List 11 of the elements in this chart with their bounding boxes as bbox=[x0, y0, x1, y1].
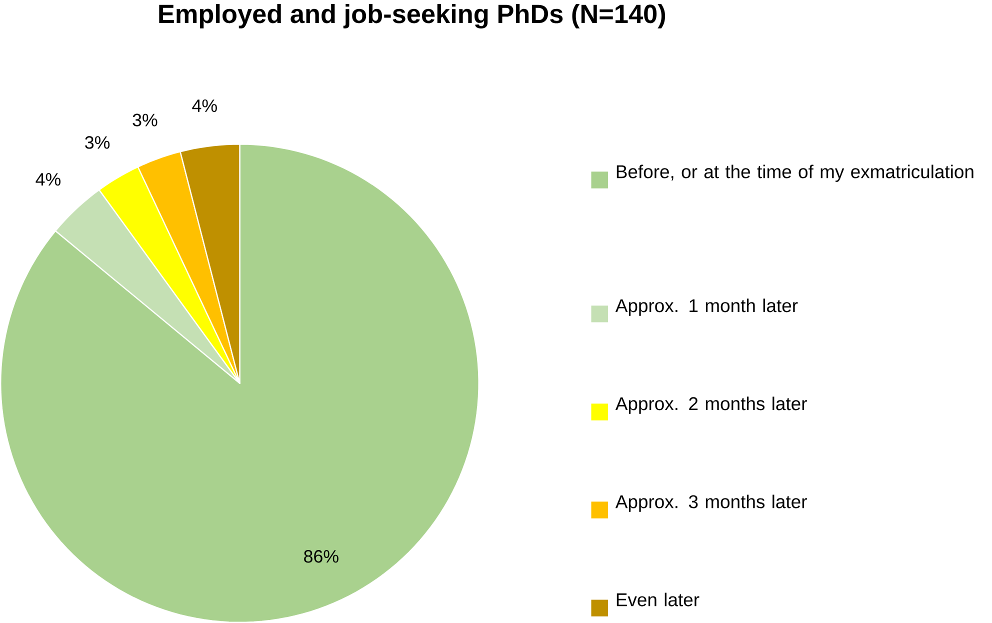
legend-label: Approx. 3 months later bbox=[615, 494, 807, 512]
legend-label: Even later bbox=[616, 592, 700, 606]
data-label: 86% bbox=[304, 550, 338, 563]
data-label: 3% bbox=[132, 114, 158, 126]
legend-label: Approx. 2 months later bbox=[615, 396, 807, 414]
data-label: 4% bbox=[192, 99, 217, 112]
data-label: 3% bbox=[85, 136, 110, 149]
legend-label: Approx. 1 month later bbox=[615, 298, 798, 316]
legend-label: Before, or at the time of my exmatriculation bbox=[616, 164, 974, 182]
data-label: 4% bbox=[36, 173, 60, 186]
chart-title: Employed and job-seeking PhDs (N=140) bbox=[159, 4, 666, 28]
